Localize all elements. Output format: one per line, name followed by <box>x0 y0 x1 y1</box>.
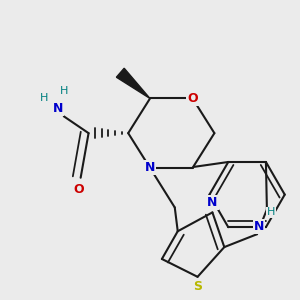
Text: O: O <box>74 183 84 196</box>
Text: O: O <box>187 92 198 105</box>
Text: S: S <box>193 280 202 293</box>
Text: N: N <box>254 220 264 233</box>
Text: N: N <box>207 196 218 209</box>
Text: H: H <box>60 85 68 96</box>
Text: N: N <box>145 161 155 174</box>
Polygon shape <box>116 68 150 98</box>
Text: H: H <box>40 94 48 103</box>
Text: H: H <box>267 207 275 218</box>
Text: N: N <box>53 102 63 115</box>
